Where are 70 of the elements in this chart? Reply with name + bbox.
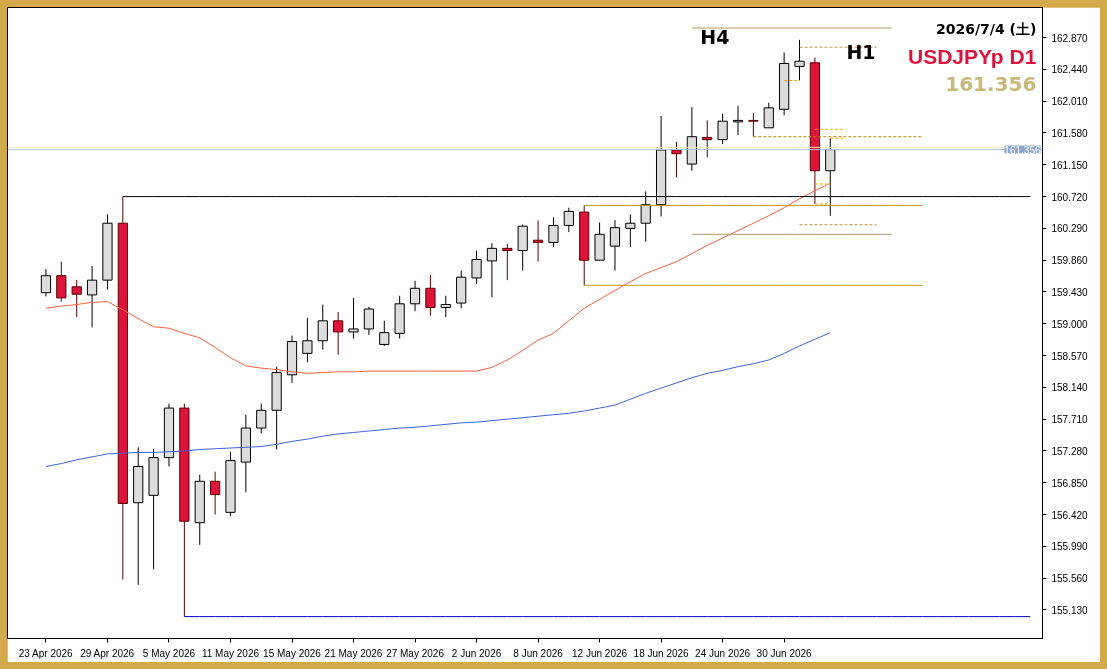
y-tick-label: 156.420	[1051, 509, 1089, 521]
candlestick	[256, 403, 267, 434]
x-tick-label: 15 May 2026	[263, 647, 322, 659]
y-tick-label: 161.150	[1051, 159, 1089, 171]
candlestick	[763, 102, 774, 129]
y-tick-label: 160.720	[1051, 191, 1089, 203]
ref-line-label: 161.356	[1004, 144, 1041, 156]
text: USDJPYp D1	[907, 45, 1037, 69]
annotation: H1	[846, 40, 876, 63]
x-tick-label: 12 Jun 2026	[572, 647, 628, 659]
y-tick-label: 160.290	[1051, 223, 1089, 235]
candlestick	[86, 265, 98, 328]
y-tick-label: 159.860	[1051, 255, 1089, 267]
candlestick	[56, 261, 67, 303]
y-tick-label: 162.870	[1051, 32, 1089, 44]
candlestick	[409, 280, 421, 312]
candlestick	[379, 320, 390, 347]
y-tick-label: 159.430	[1051, 286, 1089, 298]
x-tick-label: 30 Jun 2026	[756, 647, 813, 659]
candlestick	[471, 250, 482, 285]
x-tick-label: 8 Jun 2026	[513, 647, 564, 659]
candlestick	[609, 219, 621, 272]
y-tick-label: 155.130	[1051, 604, 1089, 616]
candlestick	[440, 295, 451, 318]
candlestick	[671, 141, 682, 178]
x-tick-label: 21 May 2026	[324, 647, 383, 659]
y-tick-label: 157.280	[1051, 445, 1089, 457]
y-tick-label: 155.990	[1051, 541, 1089, 553]
candlestick	[502, 243, 513, 281]
candlestick	[625, 213, 636, 248]
candlestick	[71, 279, 82, 318]
y-tick-label: 158.570	[1051, 350, 1089, 362]
candlestick	[532, 219, 544, 263]
candlestick	[794, 39, 805, 81]
y-tick-label: 158.140	[1051, 382, 1089, 394]
annotation: H4	[700, 26, 730, 49]
line-series	[45, 332, 831, 467]
candlestick	[548, 216, 559, 248]
x-tick-label: 24 Jun 2026	[695, 647, 751, 659]
candlestick	[717, 113, 728, 145]
y-tick-label: 162.010	[1051, 96, 1089, 108]
candlestick	[348, 297, 359, 340]
annotation: 161.356	[945, 72, 1037, 97]
candlestick	[486, 242, 498, 298]
candlestick	[333, 311, 344, 356]
candlestick	[302, 317, 313, 363]
y-tick-label: 159.000	[1051, 318, 1089, 330]
y-tick-label: 156.850	[1051, 477, 1089, 489]
y-tick-label: 162.440	[1051, 64, 1089, 76]
x-tick-label: 18 Jun 2026	[633, 647, 690, 659]
candlestick	[40, 268, 52, 297]
candlestick	[563, 207, 574, 233]
line-series	[45, 182, 831, 374]
x-tick-label: 27 May 2026	[386, 647, 445, 659]
x-tick-label: 29 Apr 2026	[80, 647, 135, 659]
candlestick	[210, 471, 221, 516]
x-tick-label: 2 Jun 2026	[451, 647, 502, 659]
candlestick	[748, 112, 759, 138]
candlestick	[702, 119, 713, 158]
x-tick-label: 5 May 2026	[142, 647, 196, 659]
y-tick-label: 155.560	[1051, 573, 1089, 585]
candlestick	[732, 105, 744, 136]
candlestick	[317, 304, 328, 351]
candlestick	[425, 274, 436, 317]
text: 2026/7/4 (土)	[936, 20, 1037, 37]
candlestick	[363, 306, 375, 336]
y-tick-label: 161.580	[1051, 127, 1089, 139]
y-tick-label: 157.710	[1051, 414, 1089, 426]
x-tick-label: 11 May 2026	[201, 647, 260, 659]
x-tick-label: 23 Apr 2026	[18, 647, 74, 659]
